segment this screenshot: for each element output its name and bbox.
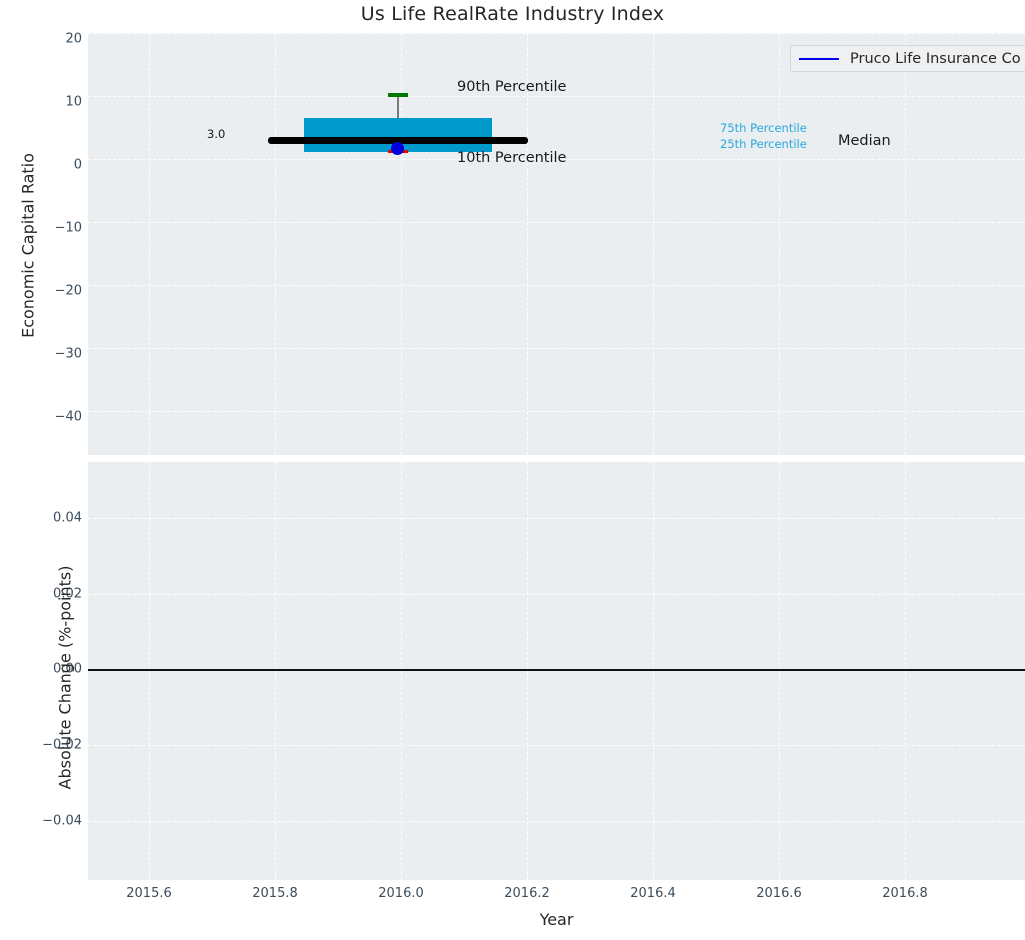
gridline-v [149,33,150,455]
gridline-h [88,285,1025,286]
gridline-h [88,348,1025,349]
gridline-h [88,222,1025,223]
gridline-v [653,33,654,455]
xtick: 2016.8 [882,886,928,901]
gridline-h [88,594,1025,595]
xtick: 2015.8 [252,886,298,901]
xtick: 2016.6 [756,886,802,901]
gridline-v [905,33,906,455]
annotation-10th-percentile: 10th Percentile [457,150,567,166]
xtick: 2016.2 [504,886,550,901]
boxplot-median-line [268,137,528,144]
xtick: 2016.4 [630,886,676,901]
ytick-top: −40 [54,409,82,425]
ytick-top: −30 [54,346,82,362]
gridline-v [275,33,276,455]
gridline-v [653,462,654,880]
gridline-h [88,518,1025,519]
xtick: 2016.0 [378,886,424,901]
xtick: 2015.6 [126,886,172,901]
gridline-h [88,33,1025,34]
annotation-90th-percentile: 90th Percentile [457,79,567,95]
legend-line-icon [799,57,839,60]
ytick-top: 20 [65,31,82,47]
chart-title: Us Life RealRate Industry Index [360,3,665,25]
gridline-v [527,462,528,880]
ytick-top: 10 [65,94,82,110]
gridline-h [88,821,1025,822]
ytick-bottom: 0.04 [53,510,82,526]
gridline-v [527,33,528,455]
gridline-h [88,745,1025,746]
ytick-top: 0 [73,157,82,173]
annotation-75th-percentile: 75th Percentile [720,121,807,135]
gridline-v [401,33,402,455]
gridline-v [905,462,906,880]
annotation-median: Median [838,133,891,149]
gridline-v [779,33,780,455]
panel-economic-capital-ratio: 3.0 90th Percentile 10th Percentile 75th… [88,33,1025,455]
gridline-h [88,96,1025,97]
gridline-v [149,462,150,880]
panel-absolute-change [88,462,1025,880]
zero-reference-line [88,669,1025,671]
legend[interactable]: Pruco Life Insurance Co [790,45,1025,72]
annotation-25th-percentile: 25th Percentile [720,137,807,151]
gridline-v [779,462,780,880]
gridline-h [88,159,1025,160]
boxplot-cap-90th [388,93,408,97]
gridline-v [401,462,402,880]
x-axis-label: Year [539,910,574,929]
legend-series-label: Pruco Life Insurance Co [850,50,1021,67]
median-value-label: 3.0 [207,127,226,141]
gridline-h [88,411,1025,412]
y-axis-label-top: Economic Capital Ratio [18,153,38,338]
y-axis-label-bottom: Absolute Change (%-points) [55,565,75,790]
ytick-top: −10 [54,220,82,236]
ytick-top: −20 [54,283,82,299]
gridline-v [275,462,276,880]
company-data-point[interactable] [391,142,404,155]
